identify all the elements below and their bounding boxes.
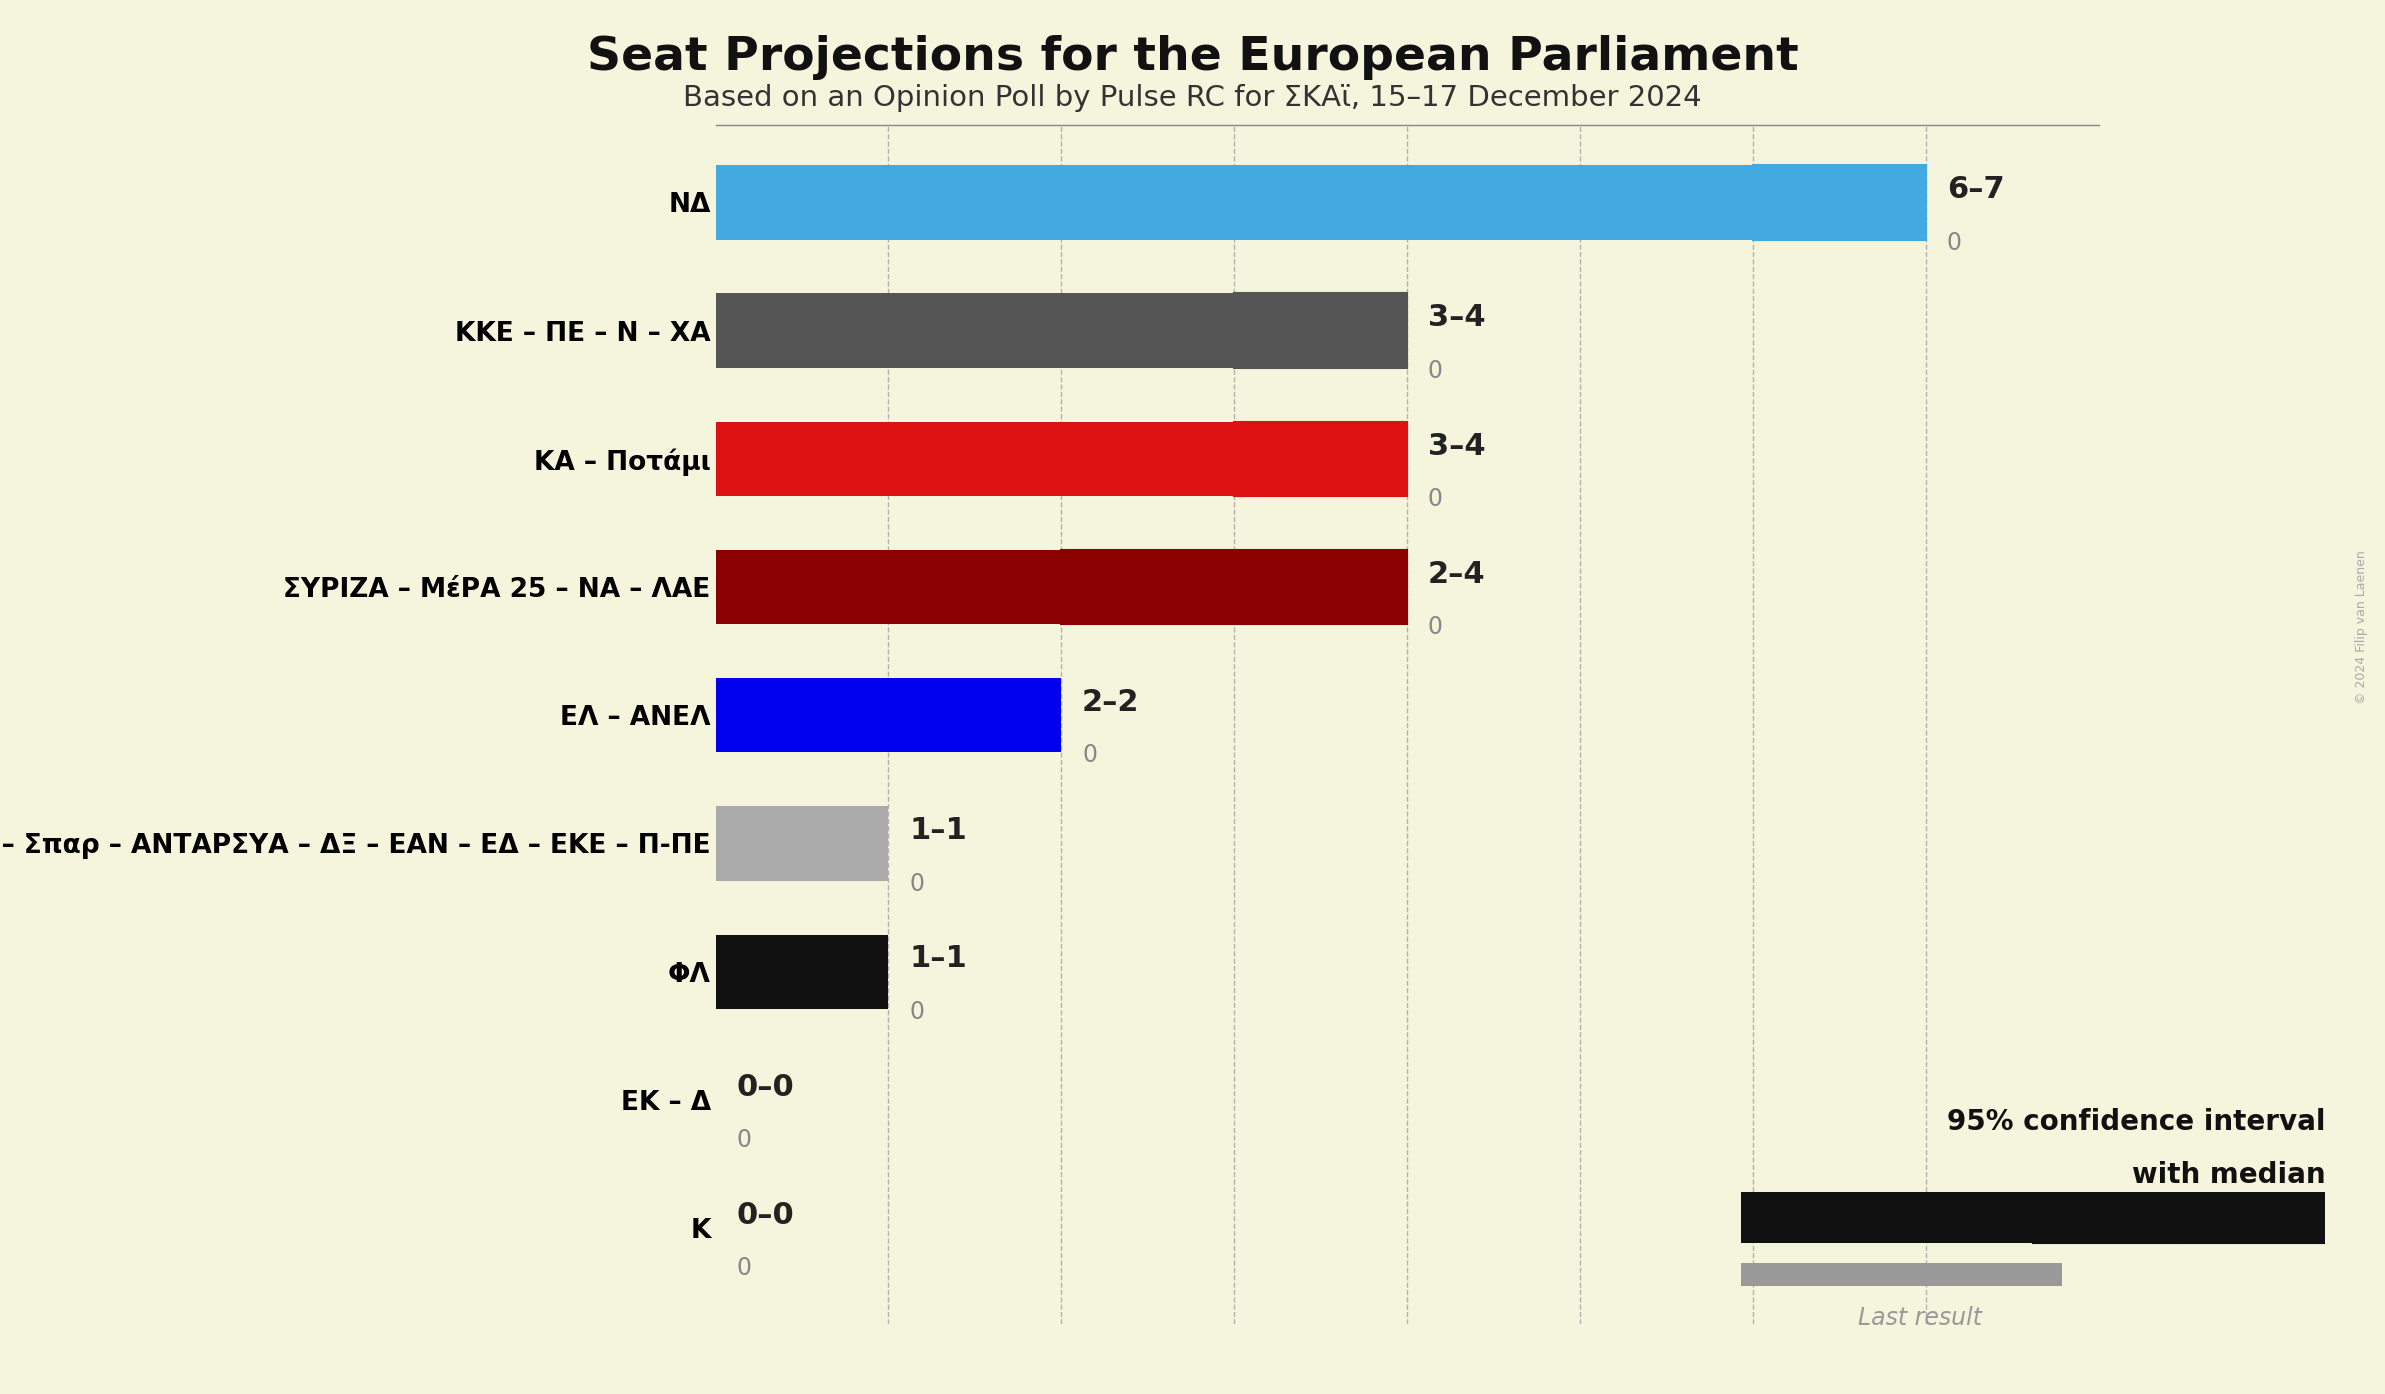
Text: 0: 0 xyxy=(737,1128,751,1151)
Bar xyxy=(2180,1190,2325,1242)
Text: Last result: Last result xyxy=(1858,1306,1982,1330)
Text: 2–4: 2–4 xyxy=(1429,560,1486,588)
Bar xyxy=(1741,1263,2063,1287)
Bar xyxy=(716,677,1061,753)
Bar xyxy=(716,293,1235,368)
Text: 1–1: 1–1 xyxy=(909,944,966,973)
Bar xyxy=(1235,293,1407,368)
Bar xyxy=(716,421,1235,496)
Bar xyxy=(716,166,1753,240)
Bar xyxy=(716,934,887,1009)
Bar xyxy=(1235,421,1407,496)
Text: 0: 0 xyxy=(737,1256,751,1280)
Text: 0: 0 xyxy=(1946,230,1960,255)
Bar xyxy=(716,549,1061,625)
Text: 1–1: 1–1 xyxy=(909,815,966,845)
Text: 95% confidence interval: 95% confidence interval xyxy=(1946,1108,2325,1136)
Bar xyxy=(1753,166,1927,240)
Text: Based on an Opinion Poll by Pulse RC for ΣΚΑϊ, 15–17 December 2024: Based on an Opinion Poll by Pulse RC for… xyxy=(682,84,1703,112)
Bar xyxy=(716,806,887,881)
Text: 6–7: 6–7 xyxy=(1946,176,2003,204)
Text: 0: 0 xyxy=(909,871,923,896)
Text: 0–0: 0–0 xyxy=(737,1200,794,1230)
Text: 0: 0 xyxy=(1083,743,1097,768)
Bar xyxy=(1741,1190,2032,1242)
Bar xyxy=(2032,1190,2180,1242)
Text: 0: 0 xyxy=(1429,487,1443,512)
Text: 2–2: 2–2 xyxy=(1083,689,1140,717)
Text: © 2024 Filip van Laenen: © 2024 Filip van Laenen xyxy=(2356,551,2368,704)
Text: 3–4: 3–4 xyxy=(1429,304,1486,332)
Text: 0: 0 xyxy=(909,999,923,1025)
Text: 0: 0 xyxy=(1429,615,1443,640)
Text: with median: with median xyxy=(2132,1161,2325,1189)
Bar xyxy=(1061,549,1407,625)
Bar xyxy=(1061,549,1407,625)
Text: 0: 0 xyxy=(1429,358,1443,383)
Text: 3–4: 3–4 xyxy=(1429,432,1486,460)
Text: Seat Projections for the European Parliament: Seat Projections for the European Parlia… xyxy=(587,35,1798,79)
Text: 0–0: 0–0 xyxy=(737,1072,794,1101)
